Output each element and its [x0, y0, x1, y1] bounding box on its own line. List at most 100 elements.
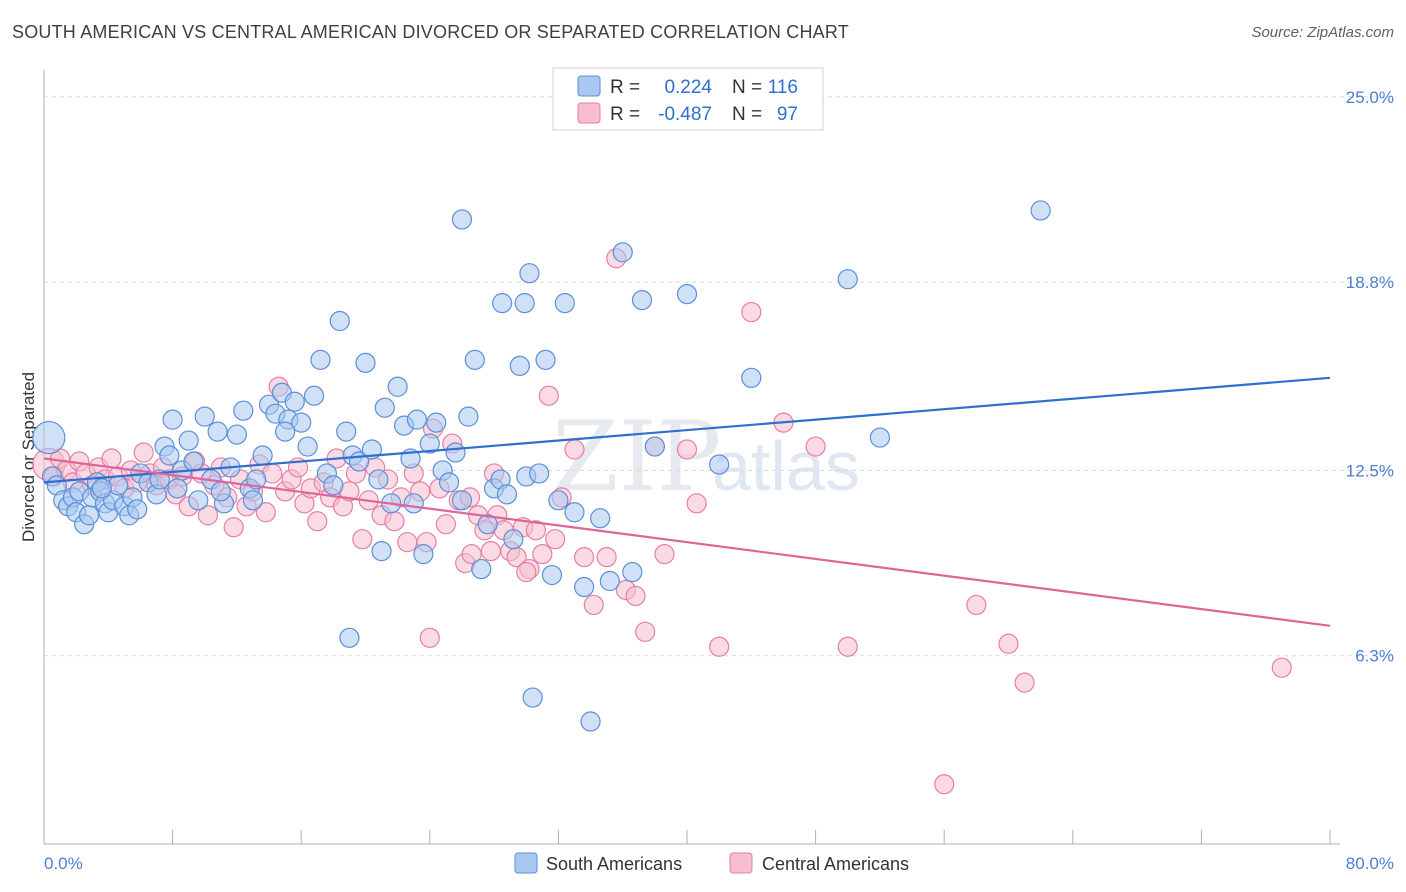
south-americans-point: [419, 433, 440, 454]
legend-n-value-south: 116: [768, 77, 798, 98]
south-americans-point: [590, 508, 611, 529]
south-americans-point: [564, 502, 585, 523]
gridlines: [44, 96, 1394, 657]
series-south-americans-points: [32, 200, 1051, 732]
central-americans-point: [709, 636, 730, 657]
south-americans-point: [451, 209, 473, 230]
south-americans-point: [310, 349, 331, 370]
legend-n-label-central: N =: [732, 104, 762, 125]
south-americans-point: [869, 427, 891, 448]
south-americans-point: [233, 400, 254, 421]
south-americans-point: [297, 436, 318, 457]
central-americans-point: [574, 547, 595, 568]
x-tick-label-max: 80.0%: [1346, 854, 1394, 873]
legend-r-value-central: -0.487: [658, 104, 712, 125]
south-americans-point: [522, 687, 543, 708]
y-tick-label: 12.5%: [1346, 461, 1394, 480]
south-americans-point: [178, 430, 199, 451]
central-americans-point: [805, 436, 826, 457]
central-americans-point: [516, 561, 537, 583]
central-americans-point: [461, 544, 482, 565]
central-americans-point: [545, 529, 566, 550]
watermark: ZIP atlas: [552, 401, 860, 513]
bottom-legend-label-south: South Americans: [546, 854, 682, 874]
central-americans-point: [686, 493, 707, 514]
south-americans-point: [580, 711, 601, 732]
south-americans-point: [464, 349, 485, 370]
x-tick-marks: [43, 830, 1331, 844]
central-americans-point: [635, 621, 656, 642]
south-americans-point: [226, 424, 247, 445]
x-tick-labels: 0.0% 80.0%: [44, 854, 1394, 873]
south-americans-point: [529, 463, 550, 484]
south-americans-point: [167, 478, 188, 499]
south-americans-point: [406, 409, 428, 430]
south-americans-point: [183, 451, 204, 472]
bottom-legend-swatch-central: [729, 852, 753, 874]
central-americans-point: [101, 448, 122, 469]
south-americans-point: [471, 558, 492, 580]
south-americans-point: [438, 472, 460, 493]
south-americans-point: [188, 490, 209, 511]
central-americans-point: [583, 594, 604, 616]
south-americans-point: [32, 420, 66, 455]
south-americans-point: [291, 412, 312, 433]
central-americans-point: [654, 544, 675, 565]
trend-line-central-americans: [43, 457, 1331, 627]
south-americans-point: [519, 263, 540, 284]
central-americans-point: [998, 633, 1019, 654]
south-americans-point: [371, 541, 392, 562]
legend-r-label-south: R =: [610, 77, 640, 98]
central-americans-point: [837, 636, 858, 657]
south-americans-point: [477, 514, 498, 535]
south-americans-point: [339, 627, 360, 648]
south-americans-point: [162, 409, 183, 430]
central-americans-point: [538, 385, 559, 406]
central-americans-point: [197, 505, 219, 526]
south-americans-point: [514, 292, 535, 314]
central-americans-point: [532, 544, 553, 565]
south-americans-point: [374, 397, 395, 418]
central-americans-point: [435, 514, 456, 535]
south-americans-point: [426, 412, 447, 433]
legend: R = 0.224 N = 116 R = -0.487 N = 97: [552, 67, 824, 131]
legend-n-label-south: N =: [732, 77, 762, 98]
south-americans-point: [78, 505, 100, 526]
central-americans-point: [307, 511, 328, 532]
x-tick-label-min: 0.0%: [44, 854, 83, 873]
south-americans-point: [541, 564, 563, 586]
central-americans-point: [397, 532, 418, 553]
south-americans-point: [503, 529, 524, 550]
central-americans-point: [966, 594, 987, 616]
central-americans-point: [525, 520, 546, 541]
central-americans-point: [625, 585, 646, 607]
legend-swatch-south: [577, 75, 601, 97]
series-central-americans-points: [32, 248, 1292, 795]
south-americans-point: [741, 367, 762, 388]
central-americans-point: [480, 541, 501, 562]
south-americans-point: [329, 310, 350, 332]
south-americans-point: [194, 406, 215, 427]
chart-source: Source: ZipAtlas.com: [1251, 24, 1394, 41]
trend-line-south-americans: [43, 376, 1331, 484]
central-americans-point: [1271, 657, 1292, 678]
y-tick-label: 18.8%: [1346, 273, 1394, 292]
south-americans-point: [548, 490, 569, 511]
central-americans-point: [419, 627, 440, 648]
central-americans-point: [133, 442, 154, 463]
bottom-legend: South Americans Central Americans: [514, 852, 909, 874]
south-americans-point: [413, 544, 434, 565]
south-americans-point: [574, 576, 595, 598]
central-americans-point: [352, 529, 373, 550]
south-americans-point: [458, 406, 479, 427]
central-americans-point: [1014, 672, 1035, 693]
south-americans-point: [451, 490, 473, 511]
south-americans-point: [242, 490, 264, 511]
south-americans-point: [252, 445, 273, 466]
south-americans-point: [91, 478, 112, 499]
legend-n-value-central: 97: [777, 104, 798, 125]
south-americans-point: [355, 352, 376, 373]
south-americans-point: [676, 284, 698, 305]
south-americans-point: [599, 570, 620, 592]
